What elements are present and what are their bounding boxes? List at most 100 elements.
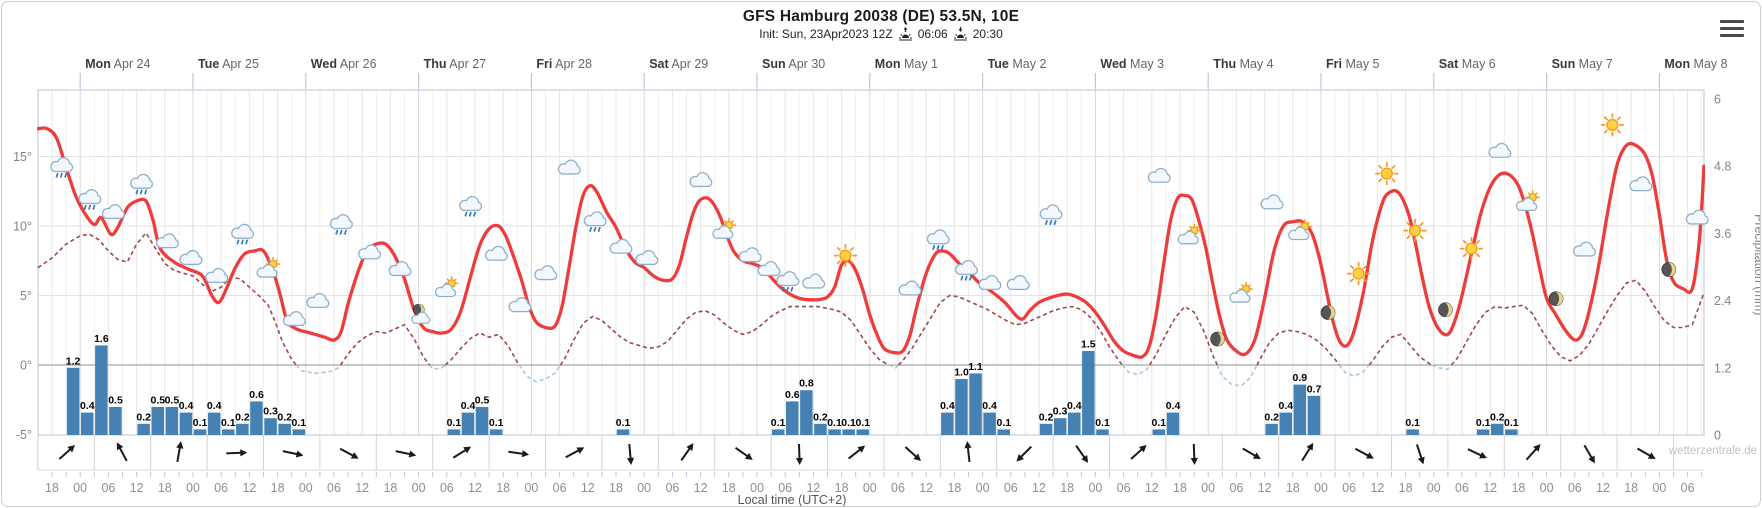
x-axis-title: Local time (UTC+2) xyxy=(738,493,847,506)
precip-bar xyxy=(1491,423,1504,435)
weather-cloud-icon xyxy=(1572,241,1596,257)
precip-bar-label: 0.5 xyxy=(108,395,123,407)
precip-bar-label: 0.4 xyxy=(982,400,997,412)
weather-cloud-icon xyxy=(1488,142,1512,158)
weather-cloud-icon xyxy=(689,172,713,188)
hour-label: 06 xyxy=(214,481,228,495)
precip-bar xyxy=(95,345,108,435)
precip-bar-label: 0.8 xyxy=(799,378,814,390)
precip-bar xyxy=(207,412,221,435)
weather-sun-icon xyxy=(833,243,858,268)
wind-arrow xyxy=(795,443,804,465)
wind-arrow xyxy=(1242,447,1261,459)
precip-bar xyxy=(1279,412,1292,435)
precip-bar-label: 0.6 xyxy=(249,389,264,401)
hour-label: 06 xyxy=(1342,481,1356,495)
dewpoint-line xyxy=(1338,364,1370,377)
hour-label: 06 xyxy=(665,481,679,495)
precip-bar xyxy=(616,429,630,435)
hour-label: 18 xyxy=(1173,481,1187,495)
temp-axis-label: 15° xyxy=(13,150,32,164)
precip-bar xyxy=(292,429,305,435)
hour-label: 00 xyxy=(976,481,990,495)
hour-label: 18 xyxy=(383,481,397,495)
wind-arrow xyxy=(1637,447,1656,459)
precip-bar xyxy=(1152,429,1166,435)
weather-sun-cloud-icon xyxy=(712,217,737,239)
weather-rain-icon xyxy=(129,173,154,195)
precip-axis-label: 4.8 xyxy=(1714,160,1731,174)
wind-arrow xyxy=(565,447,585,459)
precip-bar-label: 0.4 xyxy=(1067,400,1082,412)
hour-label: 12 xyxy=(694,481,708,495)
day-label: Sun Apr 30 xyxy=(762,57,825,71)
temperature-line xyxy=(37,126,1705,359)
precip-bar-label: 0.4 xyxy=(461,400,476,412)
precip-bar xyxy=(983,412,996,435)
dewpoint-line xyxy=(295,364,342,375)
hour-label: 18 xyxy=(158,481,172,495)
day-label: Sat May 6 xyxy=(1439,57,1496,71)
precip-bar xyxy=(236,423,249,435)
weather-cloud-icon xyxy=(557,159,581,175)
weather-moon-icon xyxy=(1548,291,1564,307)
dewpoint-line xyxy=(1216,364,1258,387)
hour-label: 18 xyxy=(45,481,59,495)
temp-axis-label: 10° xyxy=(13,220,32,234)
temp-axis-label: 5° xyxy=(20,289,32,303)
precip-bar-label: 0.1 xyxy=(1095,417,1110,429)
wind-arrow xyxy=(176,441,184,463)
day-label: Fri Apr 28 xyxy=(536,57,592,71)
weather-rain-icon xyxy=(926,229,951,251)
hour-label: 12 xyxy=(919,481,933,495)
precip-bar-label: 0.1 xyxy=(996,417,1011,429)
precip-bar-label: 0.2 xyxy=(235,411,250,423)
wind-arrow xyxy=(1075,445,1089,463)
precip-bar xyxy=(1068,412,1081,435)
wind-arrow xyxy=(1467,448,1487,459)
precip-bar-label: 0.4 xyxy=(1278,400,1293,412)
wind-arrow xyxy=(1016,445,1032,462)
day-label: Fri May 5 xyxy=(1326,57,1380,71)
precip-bar xyxy=(814,423,827,435)
precip-bar xyxy=(193,429,207,435)
hour-label: 18 xyxy=(496,481,510,495)
weather-sun-icon xyxy=(1403,218,1427,243)
precip-bar-label: 0.1 xyxy=(193,417,208,429)
hour-label: 12 xyxy=(130,481,144,495)
weather-cloud-icon xyxy=(282,311,306,327)
precip-bar xyxy=(1039,423,1053,435)
precip-bar xyxy=(941,412,954,435)
precip-bar xyxy=(151,407,164,435)
weather-cloud-icon xyxy=(179,249,203,266)
precip-bar-label: 0.1 xyxy=(221,417,236,429)
precip-bar-label: 0.2 xyxy=(1264,411,1279,423)
weather-cloud-icon xyxy=(1629,176,1653,192)
hour-label: 00 xyxy=(750,481,764,495)
precip-bar-label: 0.1 xyxy=(1504,417,1519,429)
dewpoint-line xyxy=(559,305,890,366)
hour-label: 00 xyxy=(524,481,538,495)
wind-arrow xyxy=(1190,443,1198,465)
watermark: wetterzentrale.de xyxy=(1668,445,1757,457)
precip-bar-label: 0.2 xyxy=(136,411,151,423)
dewpoint-line xyxy=(1368,333,1433,366)
precip-bar-label: 1.6 xyxy=(94,333,109,345)
precip-bar-label: 0.1 xyxy=(291,417,306,429)
weather-sun-cloud-icon xyxy=(1177,223,1202,245)
day-label: Mon May 8 xyxy=(1664,57,1727,71)
precip-bar xyxy=(475,407,489,435)
precip-bar-label: 0.1 xyxy=(1476,417,1491,429)
precip-bar-label: 0.1 xyxy=(1151,417,1166,429)
weather-moon-cloud-icon xyxy=(411,303,431,324)
precip-bar-label: 0.1 xyxy=(489,417,504,429)
precip-bar-label: 0.4 xyxy=(179,400,194,412)
precip-bar xyxy=(997,429,1010,435)
hamburger-menu-icon[interactable] xyxy=(1720,20,1744,37)
hour-label: 18 xyxy=(1511,481,1525,495)
weather-sun-icon xyxy=(1346,261,1371,286)
precip-bar-label: 0.1 xyxy=(447,417,462,429)
precip-bar xyxy=(1505,429,1518,435)
hour-label: 06 xyxy=(440,481,454,495)
